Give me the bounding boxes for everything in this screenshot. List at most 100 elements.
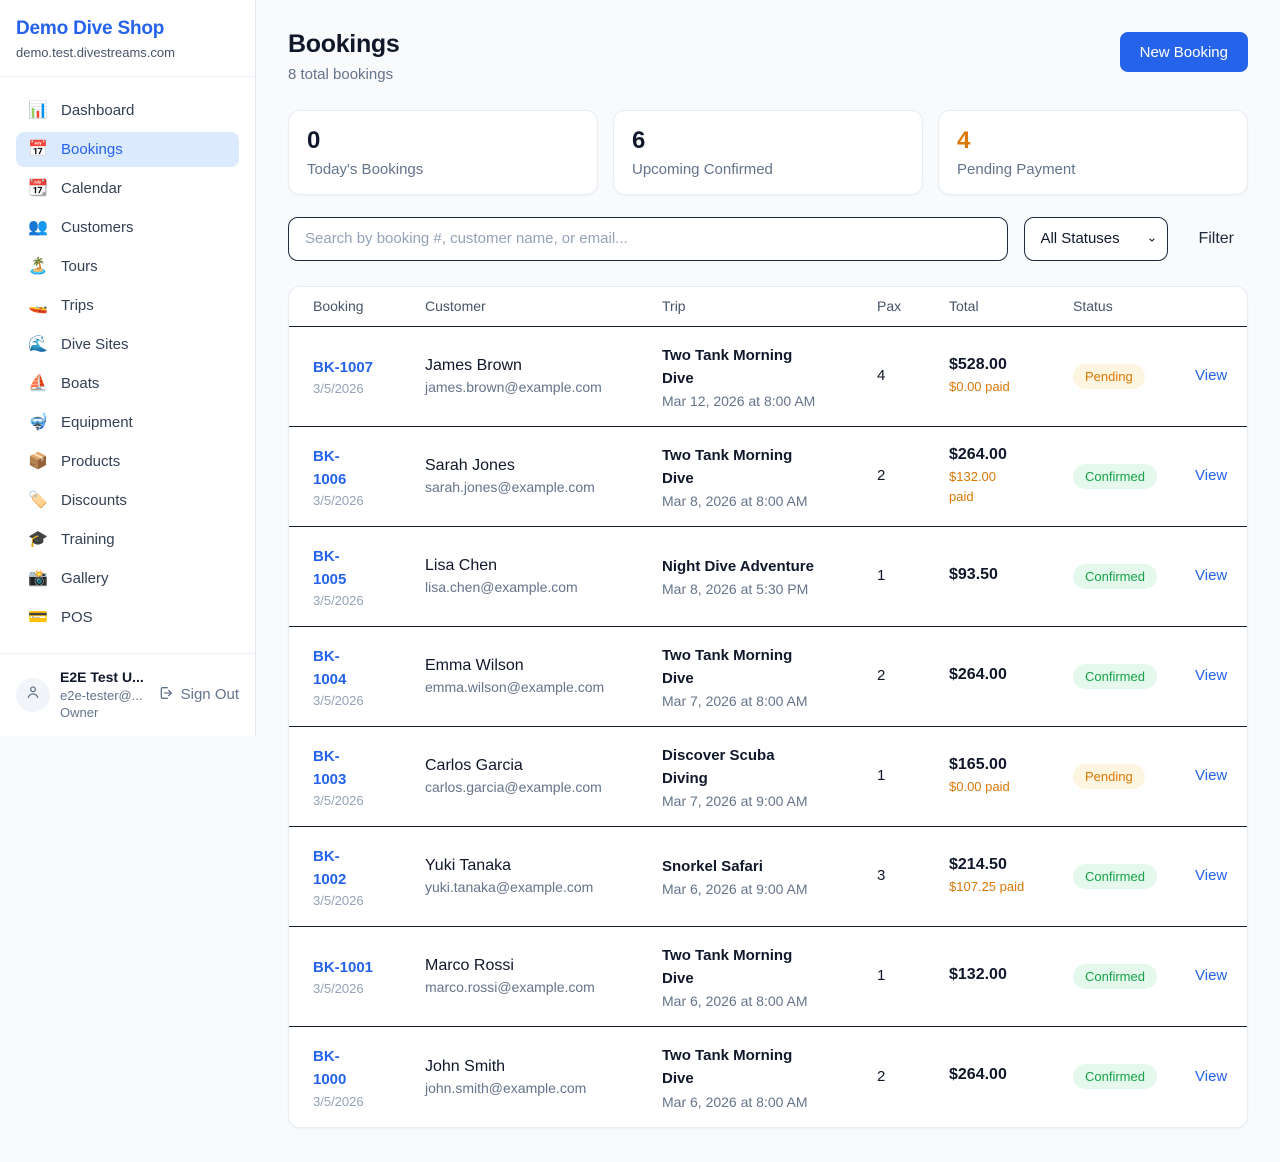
view-link[interactable]: View [1195, 567, 1228, 585]
cell-trip: Two Tank Morning Dive Mar 7, 2026 at 8:0… [662, 644, 877, 710]
sidebar-item-label: Boats [61, 375, 100, 392]
sidebar-item-label: Bookings [61, 141, 123, 158]
sidebar-item-dive-sites[interactable]: 🌊 Dive Sites [16, 327, 239, 362]
page-header: Bookings 8 total bookings New Booking [288, 30, 1248, 83]
booking-date: 3/5/2026 [313, 693, 364, 709]
cell-status: Confirmed [1073, 463, 1195, 489]
page-title-block: Bookings 8 total bookings [288, 30, 400, 83]
cell-pax: 1 [877, 767, 949, 785]
dashboard-icon: 📊 [28, 101, 48, 119]
view-link[interactable]: View [1195, 867, 1228, 885]
sidebar-item-pos[interactable]: 💳 POS [16, 600, 239, 635]
new-booking-button[interactable]: New Booking [1119, 32, 1248, 72]
sidebar-header: Demo Dive Shop demo.test.divestreams.com [0, 0, 255, 77]
cell-booking: BK- 1003 3/5/2026 [289, 745, 425, 809]
booking-date: 3/5/2026 [313, 1093, 364, 1109]
trip-name: Two Tank Morning Dive [662, 446, 793, 487]
booking-id-link[interactable]: BK- 1006 [313, 447, 347, 488]
booking-id-link[interactable]: BK- 1004 [313, 647, 347, 688]
sidebar-item-customers[interactable]: 👥 Customers [16, 210, 239, 245]
trip-datetime: Mar 12, 2026 at 8:00 AM [662, 393, 816, 410]
sidebar-item-products[interactable]: 📦 Products [16, 444, 239, 479]
booking-id-link[interactable]: BK- 1005 [313, 547, 347, 588]
customer-email: marco.rossi@example.com [425, 979, 595, 996]
sidebar-item-discounts[interactable]: 🏷️ Discounts [16, 483, 239, 518]
cell-pax: 2 [877, 1068, 949, 1086]
sidebar: Demo Dive Shop demo.test.divestreams.com… [0, 0, 256, 736]
booking-date: 3/5/2026 [313, 381, 364, 397]
booking-id-link[interactable]: BK- 1003 [313, 747, 347, 788]
stat-card: 0 Today's Bookings [288, 110, 598, 195]
booking-id-link[interactable]: BK-1007 [313, 359, 374, 377]
booking-date: 3/5/2026 [313, 893, 364, 909]
view-link[interactable]: View [1195, 667, 1228, 685]
gallery-icon: 📸 [28, 569, 48, 587]
cell-customer: Marco Rossi marco.rossi@example.com [425, 957, 662, 995]
sidebar-item-training[interactable]: 🎓 Training [16, 522, 239, 557]
view-link[interactable]: View [1195, 767, 1228, 785]
cell-status: Pending [1073, 363, 1195, 389]
cell-trip: Two Tank Morning Dive Mar 6, 2026 at 8:0… [662, 944, 877, 1010]
cell-actions: View [1195, 667, 1247, 685]
cell-booking: BK- 1002 3/5/2026 [289, 845, 425, 909]
sidebar-item-boats[interactable]: ⛵ Boats [16, 366, 239, 401]
view-link[interactable]: View [1195, 367, 1228, 385]
sidebar-item-label: Customers [61, 219, 134, 236]
view-link[interactable]: View [1195, 1067, 1228, 1085]
paid-amount: $107.25 paid [949, 879, 1025, 895]
total-amount: $214.50 [949, 856, 1007, 874]
filter-button[interactable]: Filter [1198, 229, 1234, 247]
sidebar-item-tours[interactable]: 🏝️ Tours [16, 249, 239, 284]
customer-name: John Smith [425, 1057, 506, 1075]
booking-id-link[interactable]: BK- 1002 [313, 847, 347, 888]
cell-booking: BK- 1000 3/5/2026 [289, 1045, 425, 1109]
booking-date: 3/5/2026 [313, 981, 364, 997]
main-content: Bookings 8 total bookings New Booking 0 … [256, 0, 1280, 1128]
stats-row: 0 Today's Bookings 6 Upcoming Confirmed … [288, 110, 1248, 195]
cell-actions: View [1195, 467, 1247, 485]
sidebar-item-equipment[interactable]: 🤿 Equipment [16, 405, 239, 440]
customer-email: carlos.garcia@example.com [425, 779, 602, 796]
status-badge: Confirmed [1073, 963, 1157, 989]
sign-out-button[interactable]: Sign Out [158, 685, 239, 705]
status-badge: Pending [1073, 363, 1145, 389]
pax-value: 2 [877, 467, 886, 485]
cell-booking: BK- 1004 3/5/2026 [289, 645, 425, 709]
stat-label: Today's Bookings [307, 160, 424, 178]
stat-value: 0 [307, 127, 321, 154]
status-filter-select[interactable]: All Statuses [1024, 216, 1169, 261]
status-badge: Confirmed [1073, 1064, 1157, 1090]
sidebar-item-gallery[interactable]: 📸 Gallery [16, 561, 239, 596]
sidebar-item-dashboard[interactable]: 📊 Dashboard [16, 93, 239, 128]
avatar [16, 677, 50, 712]
view-link[interactable]: View [1195, 467, 1228, 485]
search-input[interactable] [288, 216, 1009, 261]
cell-customer: Yuki Tanaka yuki.tanaka@example.com [425, 857, 662, 895]
cell-actions: View [1195, 1068, 1247, 1086]
cell-booking: BK- 1005 3/5/2026 [289, 545, 425, 609]
total-amount: $528.00 [949, 356, 1007, 374]
stat-card: 6 Upcoming Confirmed [613, 110, 923, 195]
cell-customer: Carlos Garcia carlos.garcia@example.com [425, 757, 662, 795]
customer-name: Emma Wilson [425, 657, 524, 675]
sidebar-user-section: E2E Test U... e2e-tester@... Owner Sign … [0, 653, 255, 736]
cell-status: Confirmed [1073, 563, 1195, 589]
sidebar-item-trips[interactable]: 🚤 Trips [16, 288, 239, 323]
products-icon: 📦 [28, 452, 48, 470]
pax-value: 1 [877, 967, 886, 985]
cell-pax: 1 [877, 967, 949, 985]
view-link[interactable]: View [1195, 967, 1228, 985]
sidebar-item-calendar[interactable]: 📆 Calendar [16, 171, 239, 206]
pax-value: 4 [877, 367, 886, 385]
booking-id-link[interactable]: BK- 1000 [313, 1048, 347, 1089]
customer-email: lisa.chen@example.com [425, 579, 578, 596]
paid-amount: $132.00 paid [949, 469, 996, 504]
table-row: BK- 1006 3/5/2026 Sarah Jones sarah.jone… [289, 427, 1247, 527]
booking-date: 3/5/2026 [313, 793, 364, 809]
sidebar-item-label: POS [61, 609, 93, 626]
booking-id-link[interactable]: BK-1001 [313, 959, 374, 977]
pax-value: 2 [877, 667, 886, 685]
status-badge: Confirmed [1073, 463, 1157, 489]
sidebar-item-bookings[interactable]: 📅 Bookings [16, 132, 239, 167]
cell-customer: Emma Wilson emma.wilson@example.com [425, 657, 662, 695]
